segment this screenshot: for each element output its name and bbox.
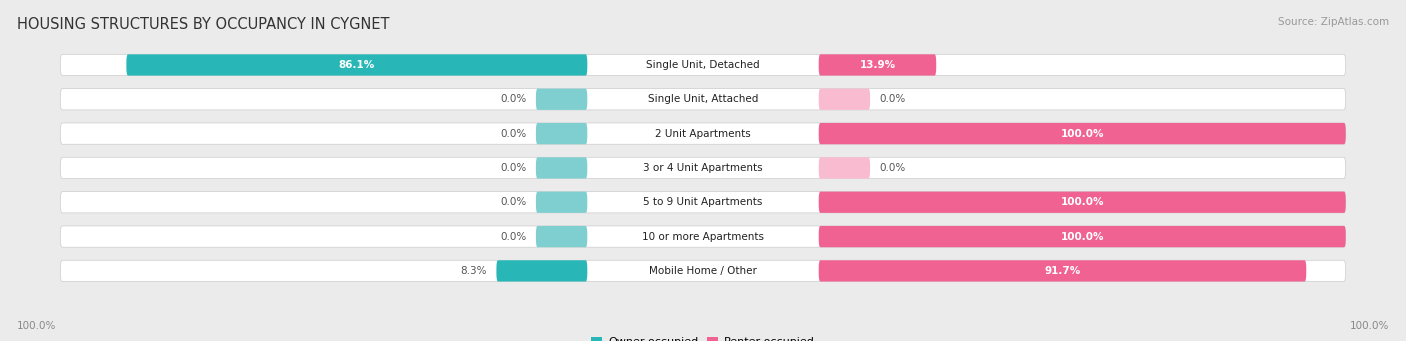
FancyBboxPatch shape: [536, 89, 588, 110]
Text: 0.0%: 0.0%: [880, 94, 905, 104]
Text: Single Unit, Detached: Single Unit, Detached: [647, 60, 759, 70]
Text: 10 or more Apartments: 10 or more Apartments: [643, 232, 763, 241]
FancyBboxPatch shape: [536, 157, 588, 179]
FancyBboxPatch shape: [536, 123, 588, 144]
Text: 100.0%: 100.0%: [1060, 197, 1104, 207]
FancyBboxPatch shape: [818, 89, 870, 110]
FancyBboxPatch shape: [536, 226, 588, 247]
FancyBboxPatch shape: [60, 89, 1346, 110]
Text: 91.7%: 91.7%: [1045, 266, 1081, 276]
FancyBboxPatch shape: [60, 260, 1346, 282]
FancyBboxPatch shape: [60, 226, 1346, 247]
Text: 100.0%: 100.0%: [1060, 232, 1104, 241]
FancyBboxPatch shape: [536, 192, 588, 213]
Text: Single Unit, Attached: Single Unit, Attached: [648, 94, 758, 104]
Text: 0.0%: 0.0%: [880, 163, 905, 173]
FancyBboxPatch shape: [127, 54, 588, 76]
FancyBboxPatch shape: [496, 260, 588, 282]
Text: 0.0%: 0.0%: [501, 94, 526, 104]
Text: 0.0%: 0.0%: [501, 163, 526, 173]
Text: 100.0%: 100.0%: [1350, 321, 1389, 331]
Text: 86.1%: 86.1%: [339, 60, 375, 70]
Text: Source: ZipAtlas.com: Source: ZipAtlas.com: [1278, 17, 1389, 27]
FancyBboxPatch shape: [818, 123, 1346, 144]
Legend: Owner-occupied, Renter-occupied: Owner-occupied, Renter-occupied: [586, 332, 820, 341]
FancyBboxPatch shape: [818, 54, 936, 76]
FancyBboxPatch shape: [818, 226, 1346, 247]
Text: 0.0%: 0.0%: [501, 197, 526, 207]
Text: 0.0%: 0.0%: [501, 129, 526, 138]
Text: HOUSING STRUCTURES BY OCCUPANCY IN CYGNET: HOUSING STRUCTURES BY OCCUPANCY IN CYGNE…: [17, 17, 389, 32]
FancyBboxPatch shape: [60, 123, 1346, 144]
Text: 8.3%: 8.3%: [460, 266, 486, 276]
Text: 5 to 9 Unit Apartments: 5 to 9 Unit Apartments: [644, 197, 762, 207]
Text: Mobile Home / Other: Mobile Home / Other: [650, 266, 756, 276]
Text: 13.9%: 13.9%: [859, 60, 896, 70]
Text: 3 or 4 Unit Apartments: 3 or 4 Unit Apartments: [643, 163, 763, 173]
FancyBboxPatch shape: [818, 260, 1306, 282]
Text: 100.0%: 100.0%: [17, 321, 56, 331]
Text: 2 Unit Apartments: 2 Unit Apartments: [655, 129, 751, 138]
Text: 100.0%: 100.0%: [1060, 129, 1104, 138]
FancyBboxPatch shape: [818, 157, 870, 179]
FancyBboxPatch shape: [818, 192, 1346, 213]
FancyBboxPatch shape: [60, 157, 1346, 179]
FancyBboxPatch shape: [60, 192, 1346, 213]
Text: 0.0%: 0.0%: [501, 232, 526, 241]
FancyBboxPatch shape: [60, 54, 1346, 76]
